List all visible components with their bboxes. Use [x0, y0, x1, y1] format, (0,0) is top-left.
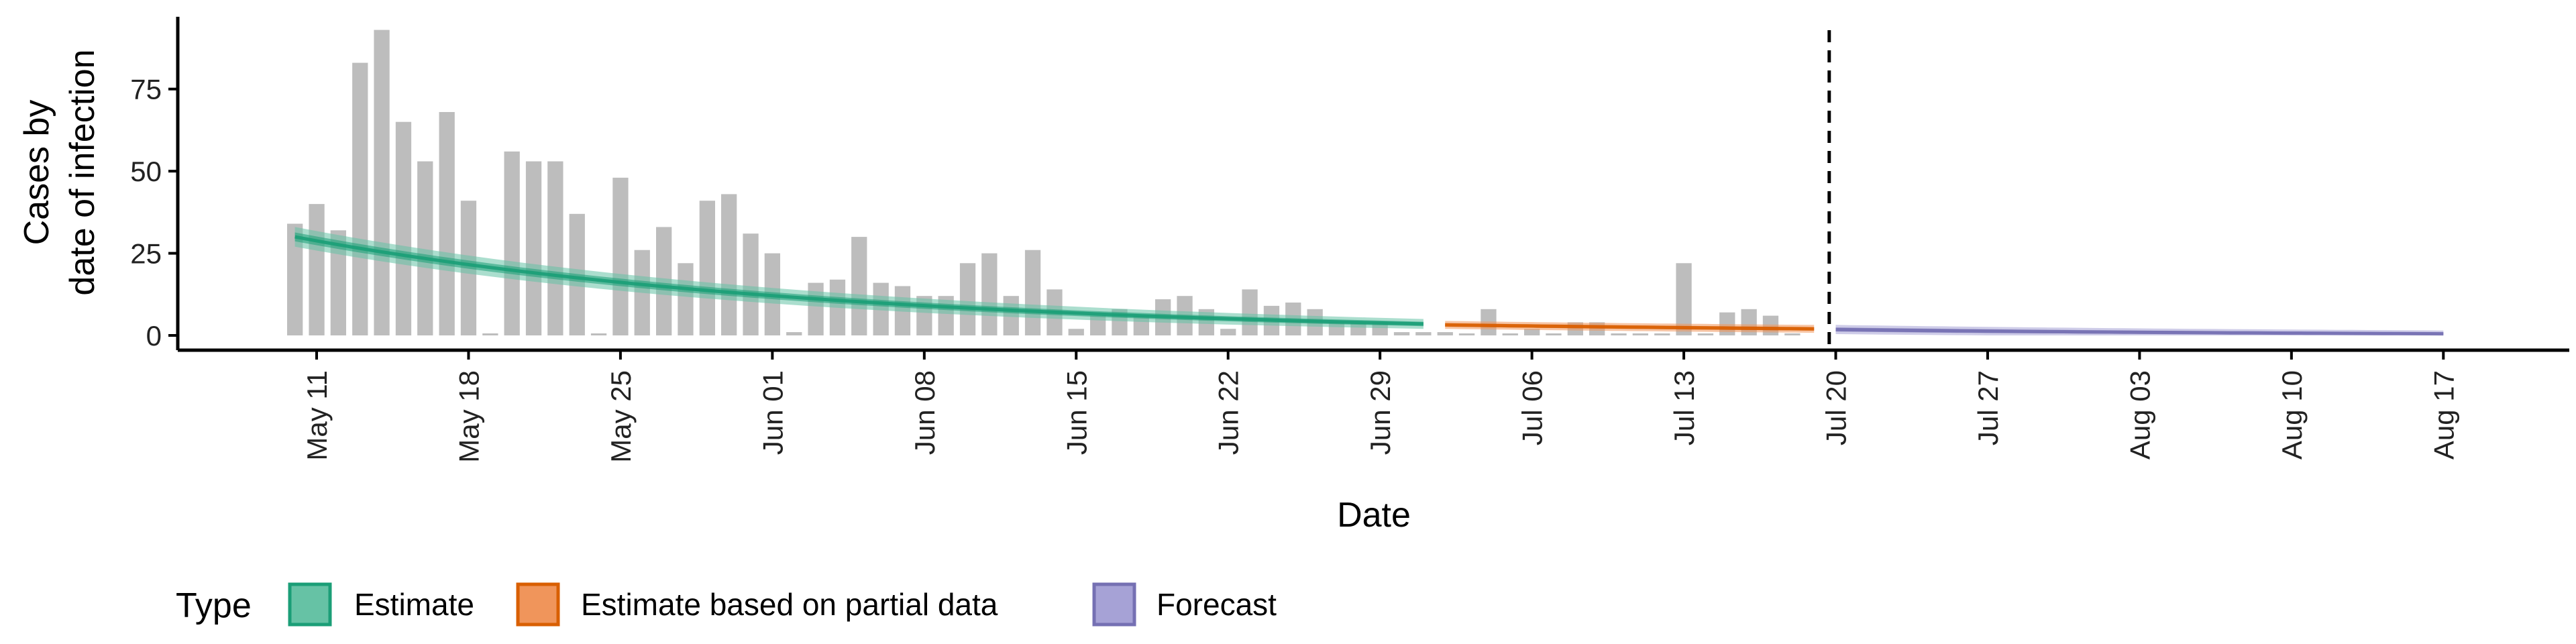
bar [1220, 329, 1236, 335]
bar [1784, 333, 1801, 335]
bar [330, 230, 346, 335]
x-axis-ticks: May 11 May 18 May 25 Jun 01 Jun 08 Jun 15 Jun … [301, 350, 2459, 463]
x-tick-label: Jun 01 [757, 370, 788, 455]
bar [374, 30, 390, 335]
bar [1068, 329, 1084, 335]
bar [1524, 329, 1540, 335]
y-tick-label: 50 [130, 156, 162, 187]
y-axis-title-line1: Cases by [17, 100, 56, 246]
bar [482, 333, 498, 335]
x-tick-label: Jul 20 [1821, 370, 1852, 445]
x-tick-label: Jul 06 [1517, 370, 1548, 445]
x-tick-label: Jul 27 [1972, 370, 2004, 445]
y-axis-title: Cases by date of infection [17, 49, 102, 295]
x-tick-label: Aug 03 [2124, 370, 2155, 460]
bar [1676, 263, 1692, 335]
bar [1458, 333, 1475, 335]
bar [981, 253, 998, 335]
bar [1437, 332, 1453, 335]
legend-key-partial [516, 582, 560, 627]
x-tick-label: May 18 [453, 370, 484, 463]
bar [309, 204, 325, 335]
bar [786, 332, 802, 335]
axes [176, 17, 2569, 352]
series-median-line-2 [1835, 327, 2444, 336]
y-tick-label: 75 [130, 74, 162, 105]
series-median-line-0 [294, 235, 1424, 326]
bar [1502, 333, 1518, 335]
bar [851, 237, 867, 335]
bar [678, 263, 694, 335]
bar [721, 194, 737, 335]
series-ribbons [294, 227, 2444, 336]
x-tick-label: Jun 22 [1213, 370, 1244, 455]
legend-label-forecast: Forecast [1157, 587, 1277, 622]
series-median-line-1 [1445, 323, 1815, 331]
legend: Type Estimate Estimate based on partial … [176, 582, 1277, 627]
x-tick-label: Jun 08 [909, 370, 941, 455]
series-band-0 [294, 227, 1424, 329]
y-axis-title-line2: date of infection [63, 49, 102, 295]
x-tick-label: Jul 13 [1668, 370, 1700, 445]
bar [504, 151, 520, 336]
bar [959, 263, 976, 335]
y-tick-label: 0 [146, 320, 162, 352]
bar [417, 161, 433, 335]
bar [808, 282, 824, 335]
bar [1024, 250, 1041, 335]
bar [547, 161, 564, 335]
bar [1654, 333, 1670, 335]
bar [612, 177, 629, 335]
x-tick-label: Jun 15 [1061, 370, 1092, 455]
bar [590, 333, 607, 335]
x-tick-label: Jun 29 [1364, 370, 1396, 455]
bar [1242, 289, 1258, 335]
bar [1393, 332, 1410, 335]
x-tick-label: May 11 [301, 370, 333, 461]
x-axis-title: Date [1337, 496, 1411, 535]
y-tick-label: 25 [130, 238, 162, 270]
legend-key-forecast [1092, 582, 1136, 627]
bar [1632, 333, 1648, 335]
legend-label-estimate: Estimate [354, 587, 474, 622]
bar [395, 121, 412, 335]
legend-title: Type [176, 586, 252, 625]
x-tick-label: Aug 10 [2276, 370, 2308, 460]
bar [743, 233, 759, 335]
bars [287, 30, 1801, 336]
x-tick-label: Aug 17 [2428, 370, 2459, 460]
bar [699, 201, 715, 335]
legend-label-partial: Estimate based on partial data [581, 587, 998, 622]
legend-key-estimate [288, 582, 332, 627]
bar [1090, 315, 1106, 335]
y-axis-ticks: 0 25 50 75 [130, 74, 178, 352]
bar [439, 112, 455, 335]
bar [287, 223, 303, 335]
x-tick-label: May 25 [605, 370, 637, 463]
bar [525, 161, 542, 335]
bar [352, 62, 368, 335]
bar [1611, 333, 1627, 335]
bar [1546, 333, 1562, 335]
bar [1697, 333, 1714, 335]
bar [1415, 332, 1432, 335]
